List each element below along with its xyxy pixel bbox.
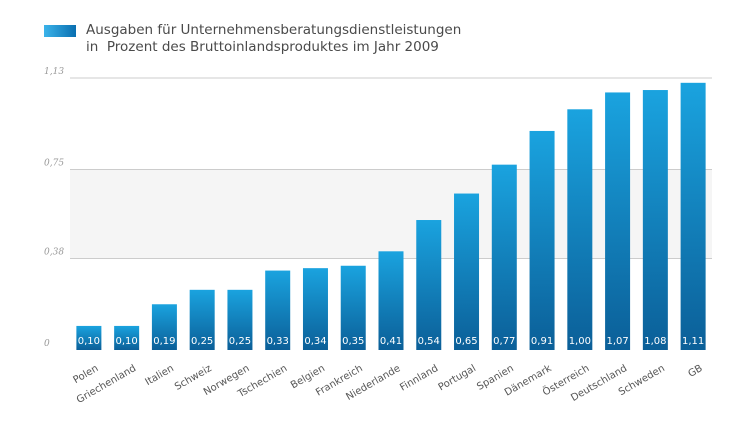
bar-value-label: 1,08 — [644, 336, 666, 347]
bar — [567, 109, 593, 350]
bar-value-label: 0,41 — [380, 336, 402, 347]
legend-swatch — [44, 25, 76, 37]
bar-value-label: 0,25 — [229, 336, 251, 347]
y-tick-label: 0,38 — [44, 248, 64, 258]
bar-value-label: 0,77 — [493, 336, 515, 347]
bar-value-label: 1,11 — [682, 336, 704, 347]
bar-value-label: 0,25 — [191, 336, 213, 347]
bar-value-label: 0,65 — [455, 336, 477, 347]
bar-value-label: 0,34 — [304, 336, 326, 347]
x-category-label: Italien — [144, 363, 176, 388]
bar — [151, 304, 177, 350]
bar — [529, 130, 555, 350]
bar — [189, 289, 215, 350]
bar-value-label: 0,35 — [342, 336, 364, 347]
bar-value-label: 0,54 — [418, 336, 440, 347]
background-band — [70, 169, 712, 259]
bar — [416, 220, 442, 350]
bar — [114, 325, 140, 350]
x-category-label: Portugal — [437, 363, 478, 393]
bar — [680, 82, 706, 351]
bar — [227, 289, 253, 350]
bar-value-label: 0,10 — [116, 336, 138, 347]
y-tick-label: 0,75 — [44, 158, 64, 168]
bar — [605, 92, 631, 350]
bar-value-label: 1,07 — [606, 336, 628, 347]
x-category-label: GB — [686, 363, 704, 380]
bar — [491, 164, 517, 350]
y-tick-label: 1,13 — [44, 67, 64, 77]
bar — [76, 325, 102, 350]
bar — [302, 268, 328, 350]
x-category-label: Polen — [71, 363, 100, 386]
x-category-label: Finnland — [398, 363, 440, 394]
bar — [378, 251, 404, 350]
bar-value-label: 0,91 — [531, 336, 553, 347]
bar-value-label: 0,10 — [78, 336, 100, 347]
bar — [265, 270, 291, 350]
bar-value-label: 1,00 — [569, 336, 591, 347]
bar-value-label: 0,19 — [153, 336, 175, 347]
legend-text: Ausgaben für Unternehmensberatungsdienst… — [86, 22, 461, 56]
legend-line-2: in Prozent des Bruttoinlandsproduktes im… — [86, 39, 439, 55]
bar-value-label: 0,33 — [267, 336, 289, 347]
bar — [642, 90, 668, 350]
bar — [340, 265, 366, 350]
y-tick-label: 0 — [44, 339, 50, 349]
legend: Ausgaben für Unternehmensberatungsdienst… — [44, 22, 461, 56]
bar — [454, 193, 480, 350]
legend-line-1: Ausgaben für Unternehmensberatungsdienst… — [86, 22, 462, 38]
